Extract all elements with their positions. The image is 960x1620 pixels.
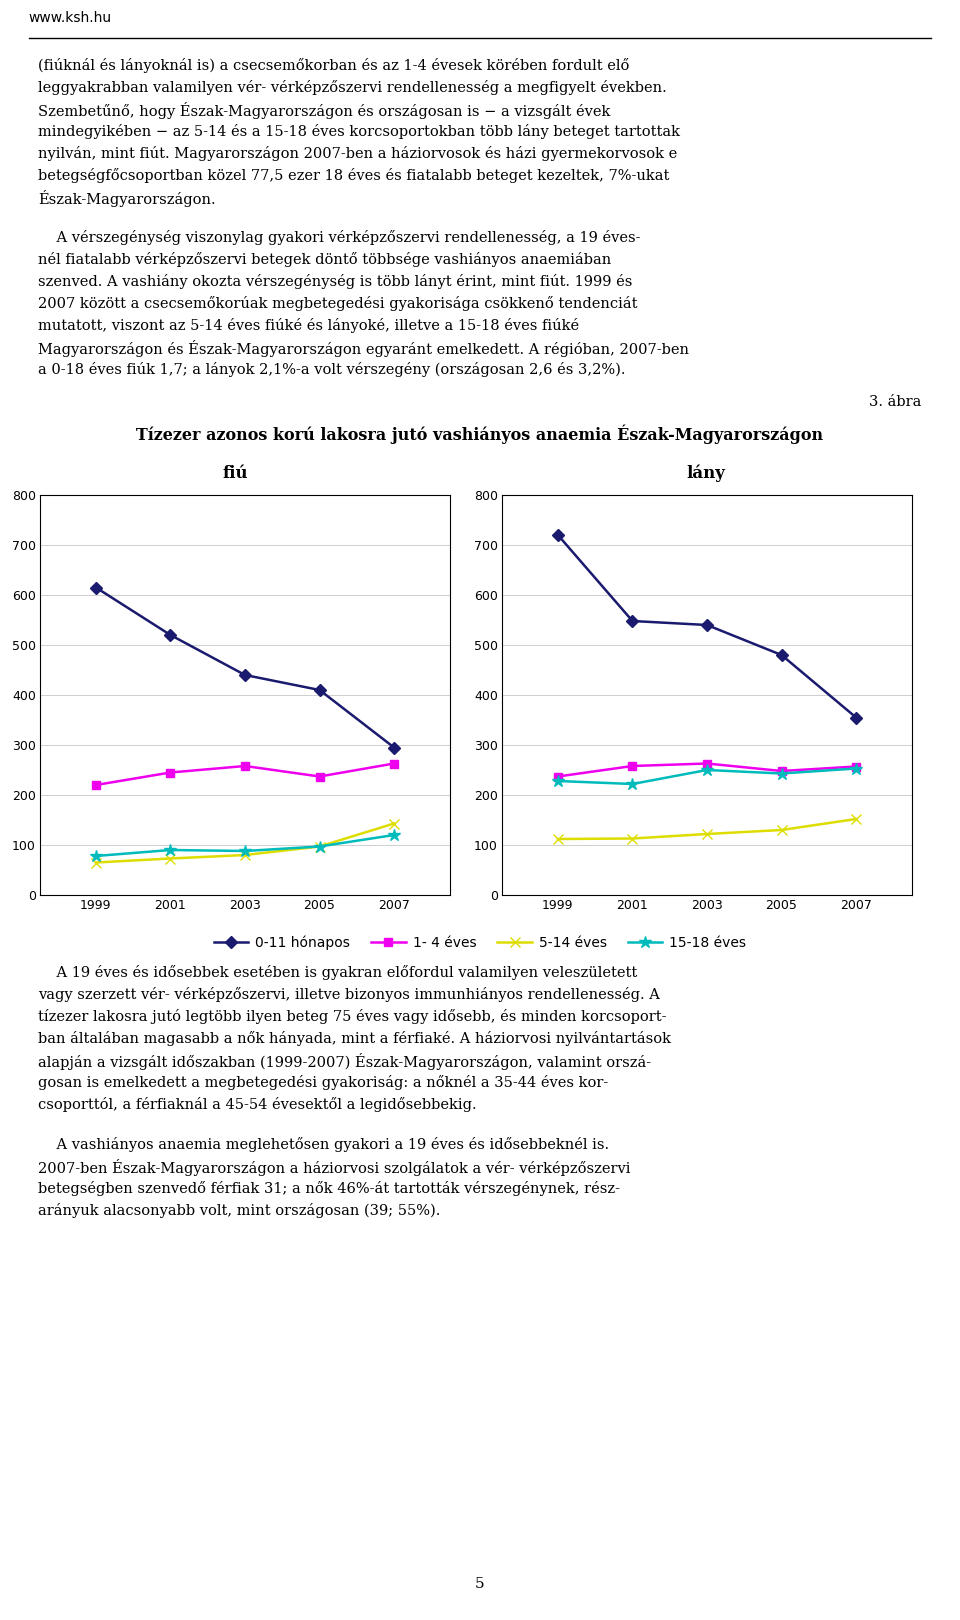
Text: lány: lány <box>686 465 725 483</box>
Text: Észak-Magyarországon.: Észak-Magyarországon. <box>38 190 216 207</box>
Text: a 0-18 éves fiúk 1,7; a lányok 2,1%-a volt vérszegény (országosan 2,6 és 3,2%).: a 0-18 éves fiúk 1,7; a lányok 2,1%-a vo… <box>38 361 626 377</box>
Text: Tízezer azonos korú lakosra jutó vashiányos anaemia Észak-Magyarországon: Tízezer azonos korú lakosra jutó vashián… <box>136 424 824 444</box>
Text: betegségfőcsoportban közel 77,5 ezer 18 éves és fiatalabb beteget kezeltek, 7%-u: betegségfőcsoportban közel 77,5 ezer 18 … <box>38 168 670 183</box>
Text: gosan is emelkedett a megbetegedési gyakoriság: a nőknél a 35-44 éves kor-: gosan is emelkedett a megbetegedési gyak… <box>38 1076 609 1090</box>
Text: 2007 között a csecsemőkorúak megbetegedési gyakorisága csökkenő tendenciát: 2007 között a csecsemőkorúak megbetegedé… <box>38 296 637 311</box>
Text: tízezer lakosra jutó legtöbb ilyen beteg 75 éves vagy idősebb, és minden korcsop: tízezer lakosra jutó legtöbb ilyen beteg… <box>38 1009 667 1024</box>
Text: leggyakrabban valamilyen vér- vérképzőszervi rendellenesség a megfigyelt években: leggyakrabban valamilyen vér- vérképzősz… <box>38 79 667 96</box>
Text: mutatott, viszont az 5-14 éves fiúké és lányoké, illetve a 15-18 éves fiúké: mutatott, viszont az 5-14 éves fiúké és … <box>38 318 580 334</box>
Text: arányuk alacsonyabb volt, mint országosan (39; 55%).: arányuk alacsonyabb volt, mint országosa… <box>38 1204 441 1218</box>
Text: A vérszegénység viszonylag gyakori vérképzőszervi rendellenesség, a 19 éves-: A vérszegénység viszonylag gyakori vérké… <box>38 230 641 245</box>
Text: betegségben szenvedő férfiak 31; a nők 46%-át tartották vérszegénynek, rész-: betegségben szenvedő férfiak 31; a nők 4… <box>38 1181 620 1196</box>
Text: alapján a vizsgált időszakban (1999-2007) Észak-Magyarországon, valamint orszá-: alapján a vizsgált időszakban (1999-2007… <box>38 1053 652 1069</box>
Text: 5: 5 <box>475 1576 485 1591</box>
Text: csoporttól, a férfiaknál a 45-54 évesektől a legidősebbekig.: csoporttól, a férfiaknál a 45-54 évesekt… <box>38 1097 477 1111</box>
Text: www.ksh.hu: www.ksh.hu <box>29 11 112 24</box>
Text: mindegyikében − az 5-14 és a 15-18 éves korcsoportokban több lány beteget tartot: mindegyikében − az 5-14 és a 15-18 éves … <box>38 125 681 139</box>
Text: Magyarországon és Észak-Magyarországon egyaránt emelkedett. A régióban, 2007-ben: Magyarországon és Észak-Magyarországon e… <box>38 340 689 356</box>
Text: vagy szerzett vér- vérképzőszervi, illetve bizonyos immunhiányos rendellenesség.: vagy szerzett vér- vérképzőszervi, illet… <box>38 987 660 1003</box>
Text: A 19 éves és idősebbek esetében is gyakran előfordul valamilyen veleszületett: A 19 éves és idősebbek esetében is gyakr… <box>38 966 637 980</box>
Text: A vashiányos anaemia meglehetősen gyakori a 19 éves és idősebbeknél is.: A vashiányos anaemia meglehetősen gyakor… <box>38 1137 610 1152</box>
Legend: 0-11 hónapos, 1- 4 éves, 5-14 éves, 15-18 éves: 0-11 hónapos, 1- 4 éves, 5-14 éves, 15-1… <box>214 936 746 951</box>
Text: fiú: fiú <box>223 465 248 483</box>
Text: ban általában magasabb a nők hányada, mint a férfiaké. A háziorvosi nyilvántartá: ban általában magasabb a nők hányada, mi… <box>38 1030 671 1047</box>
Text: nyilván, mint fiút. Magyarországon 2007-ben a háziorvosok és házi gyermekorvosok: nyilván, mint fiút. Magyarországon 2007-… <box>38 146 678 160</box>
Text: 2007-ben Észak-Magyarországon a háziorvosi szolgálatok a vér- vérképzőszervi: 2007-ben Észak-Magyarországon a háziorvo… <box>38 1158 631 1176</box>
Text: Szembetűnő, hogy Észak-Magyarországon és országosan is − a vizsgált évek: Szembetűnő, hogy Észak-Magyarországon és… <box>38 102 611 118</box>
Text: 3. ábra: 3. ábra <box>869 395 922 408</box>
Text: szenved. A vashiány okozta vérszegénység is több lányt érint, mint fiút. 1999 és: szenved. A vashiány okozta vérszegénység… <box>38 274 633 288</box>
Text: (fiúknál és lányoknál is) a csecsemőkorban és az 1-4 évesek körében fordult elő: (fiúknál és lányoknál is) a csecsemőkorb… <box>38 58 630 73</box>
Text: nél fiatalabb vérképzőszervi betegek döntő többsége vashiányos anaemiában: nél fiatalabb vérképzőszervi betegek dön… <box>38 253 612 267</box>
